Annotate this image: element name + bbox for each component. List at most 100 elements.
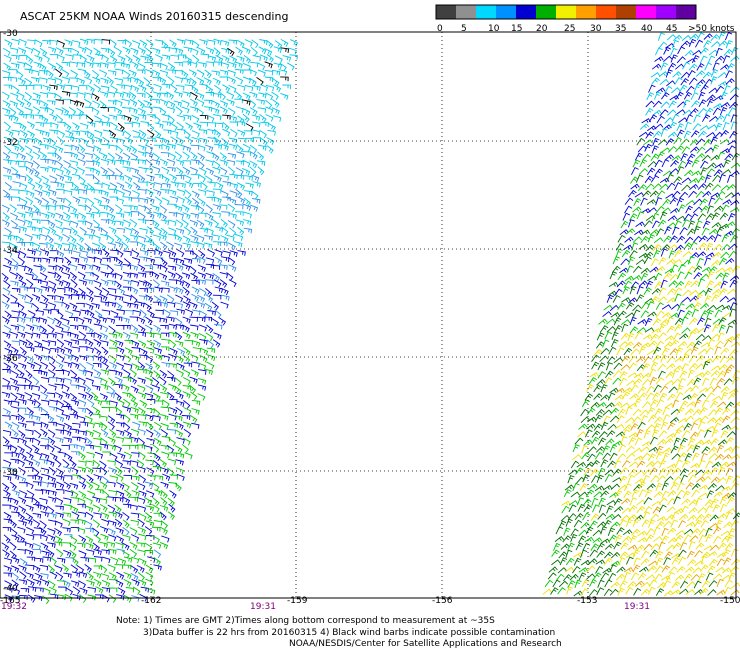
- wind-barb: [624, 281, 632, 288]
- wind-barb: [592, 431, 600, 437]
- wind-barb: [47, 415, 54, 422]
- wind-barb: [686, 86, 694, 92]
- wind-barb: [140, 400, 147, 408]
- wind-barb: [49, 63, 56, 70]
- wind-barb: [109, 362, 116, 369]
- wind-barb: [138, 573, 144, 581]
- wind-barb: [732, 48, 739, 55]
- wind-barb: [625, 276, 634, 281]
- wind-barb: [191, 48, 198, 55]
- wind-barb: [3, 265, 11, 271]
- wind-barb: [26, 573, 34, 580]
- wind-barb: [663, 453, 670, 461]
- wind-barb: [655, 48, 662, 55]
- wind-barb: [668, 216, 677, 221]
- wind-barb: [115, 78, 123, 84]
- wind-barb: [12, 228, 20, 234]
- wind-barb: [100, 341, 108, 347]
- wind-barb: [191, 273, 198, 281]
- wind-barb: [257, 152, 263, 160]
- wind-barb: [266, 115, 273, 122]
- wind-barb: [55, 108, 63, 114]
- wind-barb: [25, 266, 32, 273]
- wind-barb: [722, 235, 729, 242]
- wind-barb: [199, 288, 206, 296]
- wind-barb: [650, 514, 658, 520]
- left-swath: [2, 39, 298, 604]
- wind-barb: [644, 257, 651, 264]
- wind-barb: [71, 333, 79, 339]
- wind-barb: [95, 287, 102, 295]
- wind-barb: [3, 430, 11, 436]
- wind-barb: [93, 430, 100, 437]
- wind-barb: [145, 145, 152, 152]
- wind-barb: [653, 319, 661, 326]
- wind-barb: [117, 115, 125, 120]
- wind-barb: [666, 70, 672, 78]
- wind-barb: [24, 220, 32, 226]
- wind-barb: [19, 572, 26, 580]
- wind-barb: [33, 513, 41, 518]
- wind-barb: [618, 588, 625, 595]
- wind-barb: [130, 99, 137, 106]
- wind-barb: [138, 408, 145, 416]
- wind-barb: [92, 497, 100, 503]
- wind-barb: [729, 573, 736, 581]
- wind-barb: [19, 287, 27, 292]
- wind-barb: [716, 48, 722, 56]
- wind-barb: [221, 40, 229, 46]
- wind-barb: [155, 55, 162, 62]
- wind-barb: [623, 537, 631, 543]
- wind-barb: [107, 280, 115, 285]
- wind-barb: [267, 146, 273, 154]
- wind-barb: [51, 123, 59, 129]
- wind-barb: [724, 160, 731, 167]
- wind-barb: [64, 348, 71, 355]
- wind-barb: [62, 324, 69, 331]
- wind-barb: [32, 386, 40, 392]
- legend-tick-label: 30: [590, 24, 602, 34]
- wind-barb: [163, 309, 170, 316]
- wind-barb: [33, 161, 39, 169]
- wind-barb: [86, 430, 94, 437]
- wind-barb: [227, 99, 235, 105]
- wind-barb: [605, 371, 613, 378]
- wind-barb: [26, 197, 33, 205]
- wind-barb: [259, 40, 267, 45]
- wind-barb: [604, 558, 612, 565]
- wind-barb: [643, 476, 650, 483]
- wind-barb: [654, 492, 663, 498]
- wind-barb: [258, 167, 264, 175]
- wind-barb: [716, 568, 725, 572]
- wind-barb: [684, 243, 692, 250]
- wind-barb: [220, 101, 227, 108]
- wind-barb: [175, 152, 182, 160]
- wind-barb: [243, 93, 250, 100]
- legend-tick-label: 15: [511, 24, 522, 34]
- wind-barb: [200, 348, 207, 355]
- wind-barb: [69, 543, 76, 551]
- wind-barb: [138, 48, 145, 55]
- wind-barb: [625, 206, 633, 213]
- wind-barb: [138, 414, 146, 419]
- wind-barb: [160, 392, 168, 398]
- wind-barb: [725, 580, 733, 587]
- wind-barb: [155, 174, 163, 179]
- wind-barb: [79, 491, 86, 499]
- wind-barb: [56, 100, 64, 105]
- wind-barb: [726, 71, 733, 78]
- wind-barb: [41, 206, 49, 211]
- wind-barb: [145, 281, 152, 289]
- wind-barb: [626, 557, 633, 564]
- wind-barb: [27, 227, 35, 232]
- wind-barb: [3, 101, 10, 108]
- wind-barb: [170, 84, 177, 92]
- wind-barb: [153, 190, 161, 196]
- wind-barb: [573, 445, 580, 452]
- wind-barb: [182, 219, 189, 227]
- wind-barb: [219, 318, 226, 326]
- wind-barb: [712, 185, 720, 191]
- wind-barb: [696, 154, 705, 160]
- wind-barb: [63, 519, 70, 526]
- wind-barb: [154, 438, 161, 446]
